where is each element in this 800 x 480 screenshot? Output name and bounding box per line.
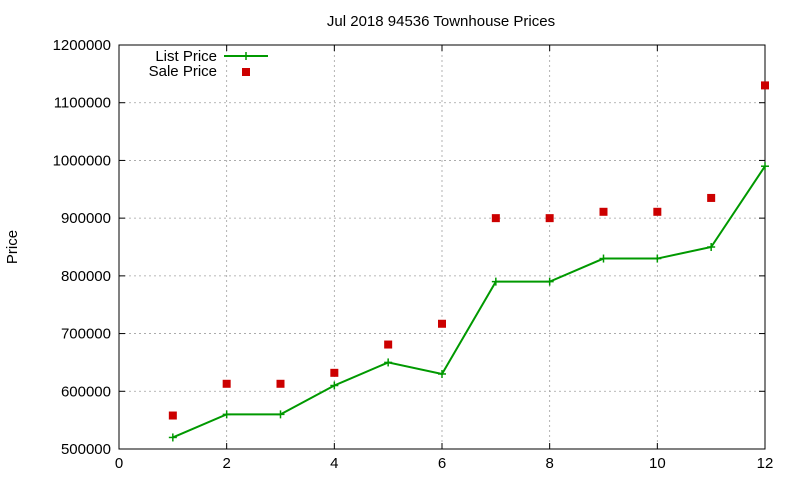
y-tick-label: 800000 — [61, 268, 111, 285]
sale-price-point — [599, 207, 608, 216]
grid — [119, 45, 765, 449]
sale-price-point — [653, 207, 662, 216]
sale-price-point — [707, 193, 716, 202]
list-price-point — [438, 369, 446, 378]
y-axis-label: Price — [4, 230, 21, 264]
list-price-point — [168, 433, 177, 442]
x-tick-label: 6 — [438, 455, 446, 472]
sale-price-point — [168, 411, 177, 420]
legend-label-sale-price: Sale Price — [149, 63, 217, 80]
y-tick-label: 1200000 — [53, 37, 111, 54]
list-price-point — [653, 254, 662, 263]
list-price-point — [222, 410, 231, 419]
x-tick-label: 10 — [649, 455, 666, 472]
list-price-point — [491, 277, 500, 286]
series-0 — [168, 162, 769, 442]
sale-price-point — [276, 379, 285, 388]
x-tick-label: 8 — [545, 455, 553, 472]
sale-price-point — [491, 214, 500, 223]
list-price-point — [384, 358, 393, 367]
list-price-line — [172, 165, 766, 439]
list-price-point — [599, 254, 608, 263]
legend: List Price Sale Price — [149, 48, 268, 80]
series-layer — [168, 81, 769, 442]
legend-label-list-price: List Price — [155, 48, 217, 65]
list-price-point — [707, 243, 716, 251]
series-1 — [168, 81, 769, 420]
sale-price-point — [222, 379, 231, 388]
list-price-point — [545, 277, 554, 286]
chart-title: Jul 2018 94536 Townhouse Prices — [327, 13, 555, 30]
sale-price-point — [438, 319, 446, 328]
x-tick-label: 0 — [115, 455, 123, 472]
sale-price-point — [761, 81, 769, 90]
sale-price-point — [545, 214, 554, 223]
y-tick-label: 700000 — [61, 326, 111, 343]
list-price-point — [761, 162, 769, 171]
y-tick-label: 1000000 — [53, 152, 111, 169]
x-tick-label: 4 — [330, 455, 338, 472]
x-tick-label: 12 — [757, 455, 774, 472]
axis-ticks: 0 2 4 6 8 10 12 500000 600000 700000 800000 900000 1… — [53, 37, 774, 472]
list-price-point — [330, 381, 339, 390]
y-tick-label: 900000 — [61, 210, 111, 227]
legend-mark-list-price-cross — [242, 52, 250, 60]
sale-price-point — [384, 340, 393, 349]
y-tick-label: 1100000 — [54, 95, 111, 112]
list-price-point — [276, 410, 285, 419]
x-tick-label: 2 — [222, 455, 230, 472]
legend-mark-sale-price — [242, 68, 250, 76]
plot-frame — [118, 44, 766, 450]
sale-price-point — [330, 368, 339, 377]
y-tick-label: 600000 — [61, 383, 111, 400]
y-tick-label: 500000 — [61, 441, 111, 458]
